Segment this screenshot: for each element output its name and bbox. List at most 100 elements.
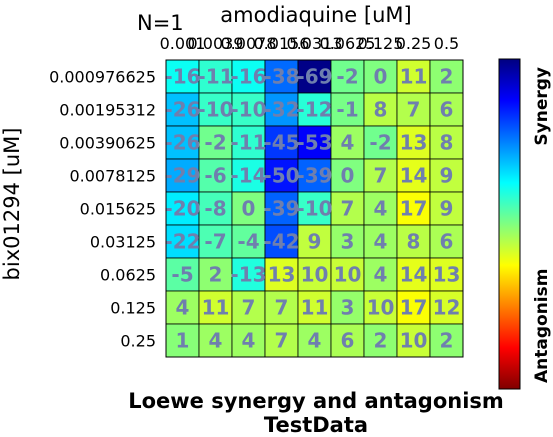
y-tick-label: 0.015625 <box>80 200 156 219</box>
heatmap-cell <box>198 224 233 259</box>
cell-value-label: -42 <box>263 230 299 254</box>
y-tick-label: 0.00390625 <box>59 134 156 153</box>
heatmap-cell <box>330 191 365 226</box>
y-tick-labels: 0.000976625 0.00195312 0.00390625 0.0078125… <box>49 68 156 351</box>
x-tick-label: 0.0625 <box>320 34 376 53</box>
colorbar-label-synergy: Synergy <box>532 67 552 146</box>
cell-value-label: 7 <box>275 329 289 353</box>
cell-value-label: 11 <box>202 296 230 320</box>
cell-value-label: -69 <box>296 65 332 89</box>
heatmap-cell <box>198 323 233 358</box>
heatmap-cell <box>429 158 464 193</box>
heatmap-cell <box>330 323 365 358</box>
heatmap-cell <box>264 257 299 292</box>
cell-value-label: -50 <box>263 164 299 188</box>
heatmap-cell <box>363 92 398 127</box>
cell-value-label: 13 <box>400 131 428 155</box>
cell-value-label: -11 <box>230 131 266 155</box>
y-tick-label: 0.0625 <box>100 266 156 285</box>
cell-value-label: -29 <box>164 164 200 188</box>
heatmap-cell <box>429 257 464 292</box>
heatmap-cell <box>231 224 266 259</box>
cell-value-label: 4 <box>374 197 388 221</box>
cell-value-label: -26 <box>164 131 200 155</box>
y-tick-label: 0.000976625 <box>49 68 156 87</box>
heatmap-cell <box>198 158 233 193</box>
cell-value-label: -2 <box>369 131 391 155</box>
cell-value-label: -32 <box>263 98 299 122</box>
heatmap-cell <box>297 125 332 160</box>
cell-value-label: 6 <box>341 329 355 353</box>
cell-value-label: -8 <box>204 197 226 221</box>
cell-value-label: -7 <box>204 230 226 254</box>
heatmap-cell <box>330 125 365 160</box>
heatmap-cell <box>264 323 299 358</box>
cell-value-label: 3 <box>341 296 355 320</box>
cell-value-label: -38 <box>263 65 299 89</box>
cell-value-label: 4 <box>308 329 322 353</box>
cell-value-label: 0 <box>341 164 355 188</box>
heatmap-cell <box>231 125 266 160</box>
x-tick-label: 0.0078 <box>221 34 277 53</box>
cell-value-label: 2 <box>440 65 454 89</box>
y-tick-label: 0.0078125 <box>69 167 156 186</box>
heatmap-cell-labels: -16-11-16-38-69 -2 0 11 2-26-10-10-32-12 -1 8 7… <box>164 65 460 353</box>
cell-value-label: 6 <box>440 230 454 254</box>
heatmap-cell <box>264 224 299 259</box>
cell-value-label: -39 <box>296 164 332 188</box>
x-tick-label: 0.125 <box>358 34 404 53</box>
heatmap-cell <box>198 257 233 292</box>
heatmap-cell <box>264 125 299 160</box>
cell-value-label: 0 <box>374 65 388 89</box>
heatmap-cell <box>363 191 398 226</box>
cell-value-label: -14 <box>230 164 266 188</box>
heatmap-cell <box>231 92 266 127</box>
x-tick-label: 0.25 <box>396 34 432 53</box>
heatmap-cell <box>396 191 431 226</box>
cell-value-label: -53 <box>296 131 332 155</box>
cell-value-label: -20 <box>164 197 200 221</box>
cell-value-label: -16 <box>164 65 200 89</box>
colorbar <box>498 58 521 390</box>
cell-value-label: -5 <box>171 263 193 287</box>
heatmap-cell <box>429 125 464 160</box>
cell-value-label: 17 <box>400 296 428 320</box>
heatmap-cell <box>363 224 398 259</box>
cell-value-label: 10 <box>400 329 428 353</box>
cell-value-label: 4 <box>176 296 190 320</box>
cell-value-label: -6 <box>204 164 226 188</box>
heatmap-cell <box>198 92 233 127</box>
heatmap-cell <box>165 125 200 160</box>
cell-value-label: 4 <box>374 230 388 254</box>
annotation-n: N=1 <box>137 11 184 35</box>
cell-value-label: 7 <box>242 296 256 320</box>
cell-value-label: 7 <box>341 197 355 221</box>
cell-value-label: -10 <box>230 98 266 122</box>
cell-value-label: 17 <box>400 197 428 221</box>
heatmap-cell <box>231 290 266 325</box>
cell-value-label: -12 <box>296 98 332 122</box>
cell-value-label: -16 <box>230 65 266 89</box>
chart-subtitle: TestData <box>264 413 368 437</box>
x-tick-labels: 0.0010.00390.00780.01560.03130.06250.125… <box>160 34 460 53</box>
y-tick-label: 0.03125 <box>90 233 156 252</box>
cell-value-label: 8 <box>374 98 388 122</box>
x-tick-label: 0.001 <box>160 34 206 53</box>
cell-value-label: 14 <box>400 263 428 287</box>
cell-value-label: -1 <box>336 98 358 122</box>
cell-value-label: 7 <box>275 296 289 320</box>
cell-value-label: 14 <box>400 164 428 188</box>
cell-value-label: 10 <box>301 263 329 287</box>
cell-value-label: 3 <box>341 230 355 254</box>
cell-value-label: 1 <box>176 329 190 353</box>
cell-value-label: 2 <box>440 329 454 353</box>
cell-value-label: 7 <box>374 164 388 188</box>
heatmap-cell <box>264 92 299 127</box>
heatmap-cell <box>396 290 431 325</box>
cell-value-label: 12 <box>433 296 461 320</box>
heatmap-cell <box>165 158 200 193</box>
cell-value-label: -10 <box>296 197 332 221</box>
chart-title: Loewe synergy and antagonism <box>128 389 504 413</box>
cell-value-label: 10 <box>334 263 362 287</box>
cell-value-label: 2 <box>374 329 388 353</box>
